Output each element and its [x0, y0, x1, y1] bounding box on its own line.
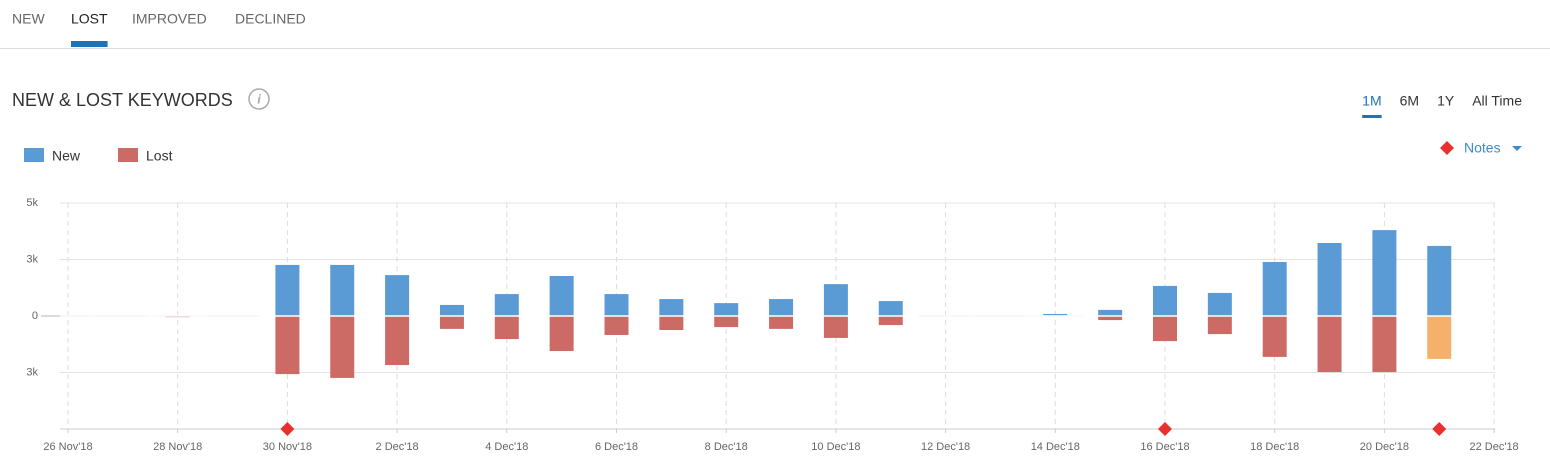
bar [494, 294, 519, 316]
bar [275, 264, 300, 316]
notes-caret [1512, 146, 1522, 151]
x-tick-label: 4 Dec'18 [485, 441, 528, 453]
y-tick-label: 3k [26, 253, 38, 265]
period-button[interactable]: 1Y [1437, 93, 1455, 109]
bar [1262, 261, 1287, 316]
bar [604, 294, 629, 316]
x-tick-label: 8 Dec'18 [705, 441, 748, 453]
bar [1153, 316, 1177, 342]
tab-underline [71, 41, 108, 47]
bar [1207, 316, 1232, 335]
bar [330, 316, 355, 378]
bar [659, 299, 684, 316]
bar [878, 316, 903, 326]
bar [823, 284, 848, 316]
bar [275, 316, 300, 375]
period-button[interactable]: All Time [1472, 93, 1522, 109]
period-button[interactable]: 6M [1400, 93, 1419, 109]
bar [1427, 316, 1452, 359]
bar [659, 316, 684, 331]
bar [823, 316, 848, 338]
legend-swatch [24, 148, 44, 162]
svg-text:i: i [257, 91, 261, 106]
bar [878, 301, 903, 316]
bar [385, 275, 410, 316]
notes-diamond [1440, 141, 1454, 155]
bar [714, 303, 739, 316]
bar [1153, 285, 1177, 316]
bar [769, 299, 794, 316]
chart-title: NEW & LOST KEYWORDS [12, 90, 233, 110]
legend-swatch [118, 148, 139, 162]
bar [1317, 316, 1342, 373]
x-tick-label: 2 Dec'18 [376, 441, 419, 453]
notes-button[interactable]: Notes [1464, 140, 1501, 156]
bar [1427, 245, 1452, 316]
tab[interactable]: LOST [71, 11, 108, 27]
bar [1098, 309, 1123, 316]
bar [1207, 292, 1232, 316]
bar [1043, 313, 1068, 316]
bar [1372, 230, 1397, 316]
x-tick-label: 22 Dec'18 [1469, 441, 1518, 453]
info-icon[interactable]: i [248, 88, 270, 110]
bar [330, 264, 355, 316]
legend-label: Lost [146, 148, 173, 164]
bar [494, 316, 519, 340]
x-tick-label: 6 Dec'18 [595, 441, 638, 453]
bar [549, 275, 574, 316]
x-tick-label: 20 Dec'18 [1360, 441, 1409, 453]
y-tick-label: 0 [32, 310, 38, 322]
bar [1262, 316, 1287, 357]
bar [549, 316, 574, 352]
bar [604, 316, 629, 335]
tab[interactable]: NEW [12, 11, 45, 27]
legend-label: New [52, 148, 81, 164]
bar [714, 316, 739, 328]
y-tick-label: 3k [26, 366, 38, 378]
bar [439, 316, 464, 329]
tab[interactable]: IMPROVED [132, 11, 207, 27]
bar [385, 316, 410, 366]
x-tick-label: 16 Dec'18 [1140, 441, 1189, 453]
bar [769, 316, 794, 329]
period-underline [1362, 115, 1382, 118]
bar [1098, 316, 1123, 321]
x-tick-label: 28 Nov'18 [153, 441, 202, 453]
tab[interactable]: DECLINED [235, 11, 306, 27]
y-tick-label: 5k [26, 197, 38, 209]
x-tick-label: 12 Dec'18 [921, 441, 970, 453]
bar [1372, 316, 1397, 373]
x-tick-label: 26 Nov'18 [43, 441, 92, 453]
x-tick-label: 10 Dec'18 [811, 441, 860, 453]
bar [439, 304, 464, 316]
x-tick-label: 14 Dec'18 [1031, 441, 1080, 453]
bar [1317, 243, 1342, 316]
x-tick-label: 18 Dec'18 [1250, 441, 1299, 453]
note-marker[interactable] [1158, 422, 1172, 436]
x-tick-label: 30 Nov'18 [263, 441, 312, 453]
note-marker[interactable] [280, 422, 295, 436]
note-marker[interactable] [1432, 422, 1447, 436]
period-button[interactable]: 1M [1362, 93, 1381, 109]
